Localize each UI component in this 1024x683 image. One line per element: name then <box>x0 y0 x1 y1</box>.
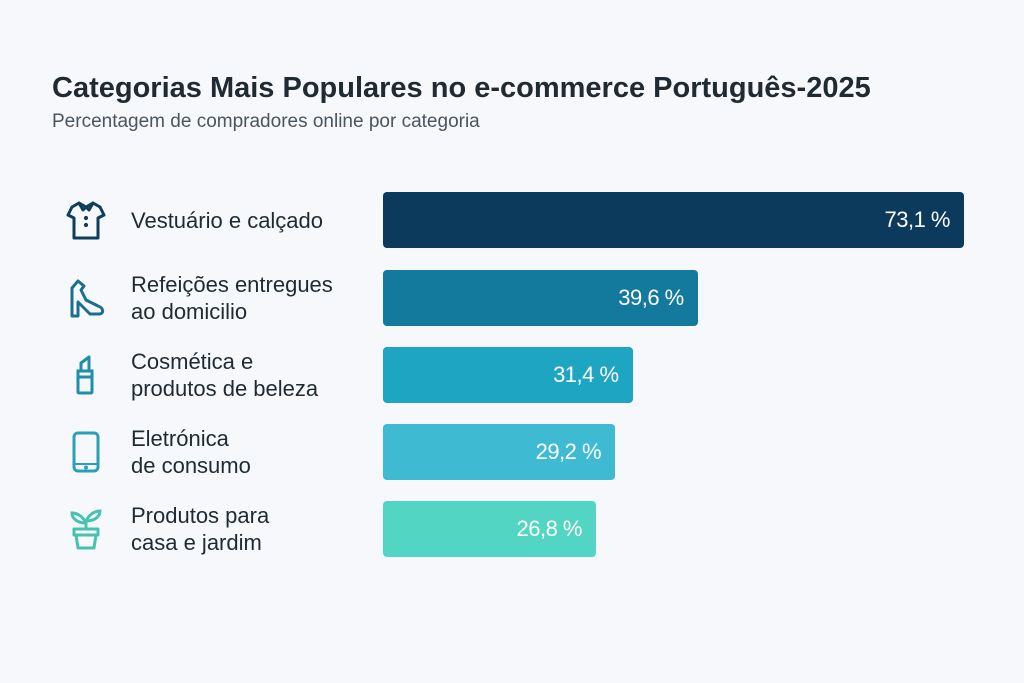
bar-row: Eletrónica de consumo 29,2 % <box>0 424 1024 480</box>
data-label: 26,8 % <box>516 516 583 541</box>
bar: 29,2 % <box>383 424 616 480</box>
category-label: Refeições entregues ao domicilio <box>131 272 333 324</box>
data-label: 31,4 % <box>553 362 619 387</box>
chart-subtitle: Percentagem de compradores online por ca… <box>52 111 480 132</box>
smartphone-icon <box>64 430 108 474</box>
bar: 31,4 % <box>383 347 633 403</box>
plant-pot-icon <box>64 507 108 551</box>
data-label: 39,6 % <box>618 285 684 310</box>
category-label: Cosmética e produtos de beleza <box>131 349 319 401</box>
category-label: Eletrónica de consumo <box>131 426 251 478</box>
bar-row: Produtos para casa e jardim 26,8 % <box>0 501 1024 557</box>
lipstick-icon <box>64 353 108 397</box>
shirt-icon <box>64 198 108 242</box>
data-label: 73,1 % <box>884 207 951 232</box>
high-heel-icon <box>64 276 108 320</box>
bar: 73,1 % <box>383 192 964 248</box>
bar: 39,6 % <box>383 270 698 326</box>
bar-row: Refeições entregues ao domicilio 39,6 % <box>0 270 1024 326</box>
chart-title: Categorias Mais Populares no e-commerce … <box>52 72 871 104</box>
category-label: Produtos para casa e jardim <box>131 503 270 555</box>
category-label: Vestuário e calçado <box>131 207 324 233</box>
bar-row: Cosmética e produtos de beleza 31,4 % <box>0 347 1024 403</box>
data-label: 29,2 % <box>535 439 602 464</box>
bar-row: Vestuário e calçado 73,1 % <box>0 192 1024 248</box>
bar: 26,8 % <box>383 501 596 557</box>
